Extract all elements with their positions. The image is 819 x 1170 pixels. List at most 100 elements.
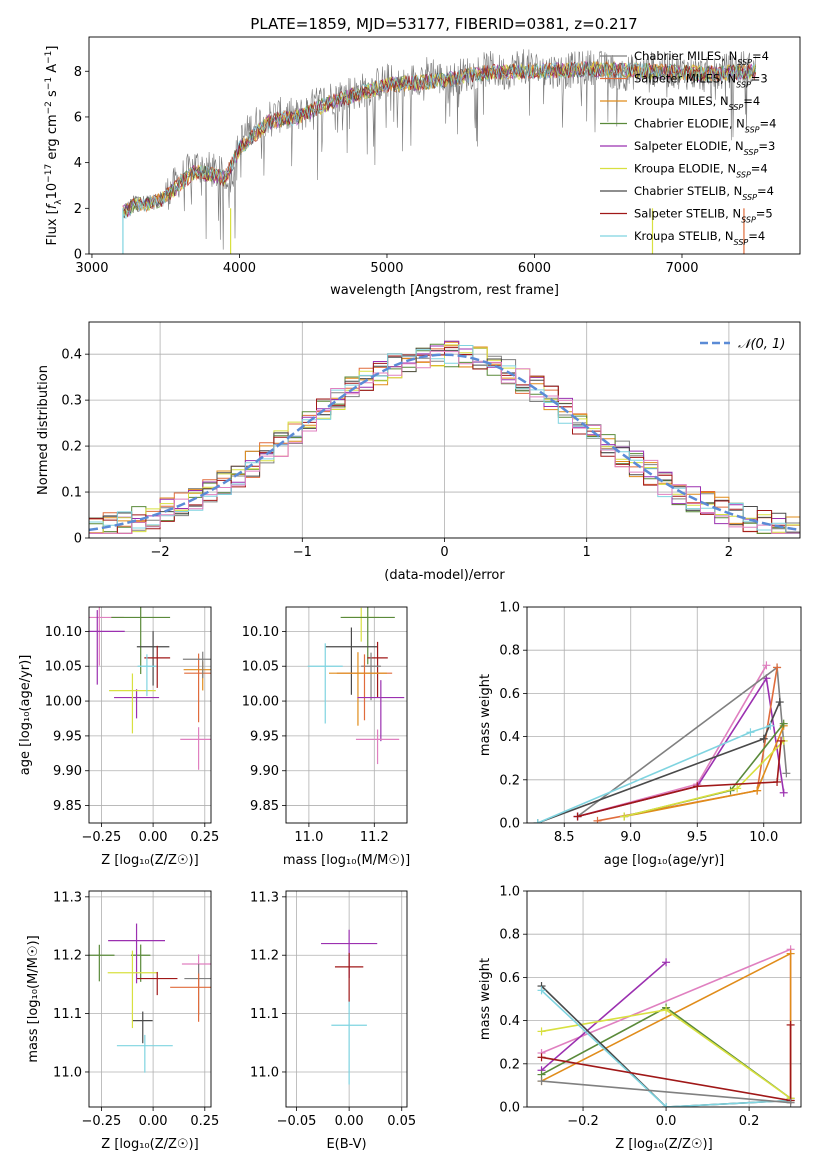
legend-text: =4 xyxy=(743,94,760,108)
panel-spectrum: 3000 4000 5000 6000 7000 0 2 4 6 8 wavelength [Ang… xyxy=(44,36,801,298)
y-axis-label-part: −1 xyxy=(44,51,54,64)
panel-age-vs-mass: 11.0 11.2 9.85 9.90 9.95 10.00 10.05 10.10 mass … xyxy=(242,606,410,868)
legend-text: Salpeter ELODIE, N xyxy=(634,139,744,153)
legend-entry: Chabrier STELIB, NSSP=4 xyxy=(634,184,774,202)
axes-frame xyxy=(88,890,212,1108)
plot-area xyxy=(527,607,801,823)
legend-text: =4 xyxy=(748,229,765,243)
y-tick-label: 1.0 xyxy=(499,601,520,616)
legend-entry: Salpeter STELIB, NSSP=5 xyxy=(634,207,773,225)
legend-sub: SSP xyxy=(742,193,757,202)
legend-text: =4 xyxy=(751,162,768,176)
axes-frame xyxy=(88,36,801,255)
y-tick-label: 11.2 xyxy=(53,949,82,964)
plot-area xyxy=(89,891,211,1107)
y-tick-label: 0.4 xyxy=(61,348,82,363)
y-axis-label: mass [log₁₀(M/M☉)] xyxy=(26,935,41,1062)
y-tick-label: 0.4 xyxy=(499,1014,520,1029)
y-axis-label-part: Flux [ xyxy=(45,209,60,245)
x-tick-label: 0.25 xyxy=(190,830,219,845)
y-tick-label: 11.3 xyxy=(250,890,279,905)
legend-sub: SSP xyxy=(741,215,756,224)
legend-text: =3 xyxy=(751,72,768,86)
y-tick-label: 11.1 xyxy=(250,1007,279,1022)
y-tick-label: 9.90 xyxy=(250,764,279,779)
y-tick-label: 11.3 xyxy=(53,890,82,905)
y-tick-label: 11.2 xyxy=(250,949,279,964)
y-tick-label: 9.95 xyxy=(250,729,279,744)
y-tick-label: 0.8 xyxy=(499,644,520,659)
legend-text: Kroupa ELODIE, N xyxy=(634,162,736,176)
plot-area xyxy=(89,322,800,538)
gaussian-curve xyxy=(89,353,800,532)
legend-sub: SSP xyxy=(736,170,751,179)
y-axis-label-part: s xyxy=(45,90,60,101)
legend-entry: Chabrier ELODIE, NSSP=4 xyxy=(634,117,776,135)
x-tick-label: 0.00 xyxy=(139,830,168,845)
y-tick-label: 4 xyxy=(74,156,82,171)
y-tick-label: 0.0 xyxy=(499,817,520,832)
legend-text: =3 xyxy=(758,139,775,153)
y-tick-label: 0.2 xyxy=(499,1057,520,1072)
y-axis-label-part: 10 xyxy=(45,183,60,200)
legend-sub: SSP xyxy=(736,80,751,89)
weight-series-line xyxy=(577,740,782,818)
y-axis-label-part: −1 xyxy=(44,77,54,90)
y-tick-label: 0 xyxy=(74,248,82,263)
y-tick-label: 1.0 xyxy=(499,885,520,900)
legend-sub: SSP xyxy=(737,58,752,67)
axes-frame xyxy=(285,606,408,824)
x-tick-label: 0.0 xyxy=(656,1114,677,1129)
panel-weight-vs-age: 8.5 9.0 9.5 10.0 0.0 0.2 0.4 0.6 0.8 1.0 age [log₁… xyxy=(478,601,802,868)
legend-sub: SSP xyxy=(729,103,744,112)
x-tick-label: 0 xyxy=(440,545,448,560)
weight-series-line xyxy=(577,676,785,818)
y-tick-label: 10.05 xyxy=(45,660,82,675)
y-axis-label-part: erg cm xyxy=(45,114,60,163)
y-axis-label-part: λ xyxy=(54,199,64,205)
x-axis-label: Z [log₁₀(Z/Z☉)] xyxy=(615,1137,712,1152)
weight-series-line xyxy=(537,701,781,823)
weight-series-line xyxy=(541,1080,791,1104)
y-tick-label: 10.10 xyxy=(45,625,82,640)
x-tick-label: 9.0 xyxy=(620,830,641,845)
legend-text: =5 xyxy=(756,207,773,221)
x-tick-label: 1 xyxy=(583,545,591,560)
y-axis-label-part: A xyxy=(45,64,60,77)
x-tick-label: 11.2 xyxy=(360,830,389,845)
y-tick-label: 9.85 xyxy=(250,799,279,814)
x-tick-label: −0.25 xyxy=(81,830,121,845)
y-tick-label: 0.6 xyxy=(499,971,520,986)
axes-frame xyxy=(88,321,801,539)
legend-text: =4 xyxy=(760,117,777,131)
x-tick-label: 11.0 xyxy=(294,830,323,845)
legend-text: Kroupa STELIB, N xyxy=(634,229,734,243)
y-tick-label: 11.1 xyxy=(53,1007,82,1022)
x-tick-label: 4000 xyxy=(223,261,256,276)
y-tick-label: 10.00 xyxy=(45,695,82,710)
x-tick-label: 0.00 xyxy=(335,1114,364,1129)
y-tick-label: 9.90 xyxy=(53,764,82,779)
legend-text: =4 xyxy=(752,49,769,63)
x-tick-label: 0.00 xyxy=(139,1114,168,1129)
y-tick-label: 0.8 xyxy=(499,928,520,943)
x-tick-label: −0.05 xyxy=(277,1114,317,1129)
plot-area xyxy=(286,607,407,823)
y-tick-label: 9.85 xyxy=(53,799,82,814)
y-tick-label: 0.2 xyxy=(61,440,82,455)
y-axis-label: mass weight xyxy=(478,674,493,756)
y-tick-label: 9.95 xyxy=(53,729,82,744)
legend-text: Chabrier STELIB, N xyxy=(634,184,742,198)
y-tick-label: 0.0 xyxy=(499,1101,520,1116)
legend-entry: Salpeter ELODIE, NSSP=3 xyxy=(634,139,775,157)
y-tick-label: 11.0 xyxy=(250,1065,279,1080)
y-axis-label-part: ] xyxy=(45,46,60,51)
x-axis-label: E(B-V) xyxy=(326,1137,366,1152)
x-tick-label: 8.5 xyxy=(554,830,575,845)
y-tick-label: 0.6 xyxy=(499,687,520,702)
y-axis-label: age [log₁₀(age/yr)] xyxy=(18,655,33,776)
x-tick-label: 6000 xyxy=(518,261,551,276)
y-tick-label: 10.05 xyxy=(242,660,279,675)
x-tick-label: 0.2 xyxy=(739,1114,760,1129)
axes-frame xyxy=(526,890,802,1108)
